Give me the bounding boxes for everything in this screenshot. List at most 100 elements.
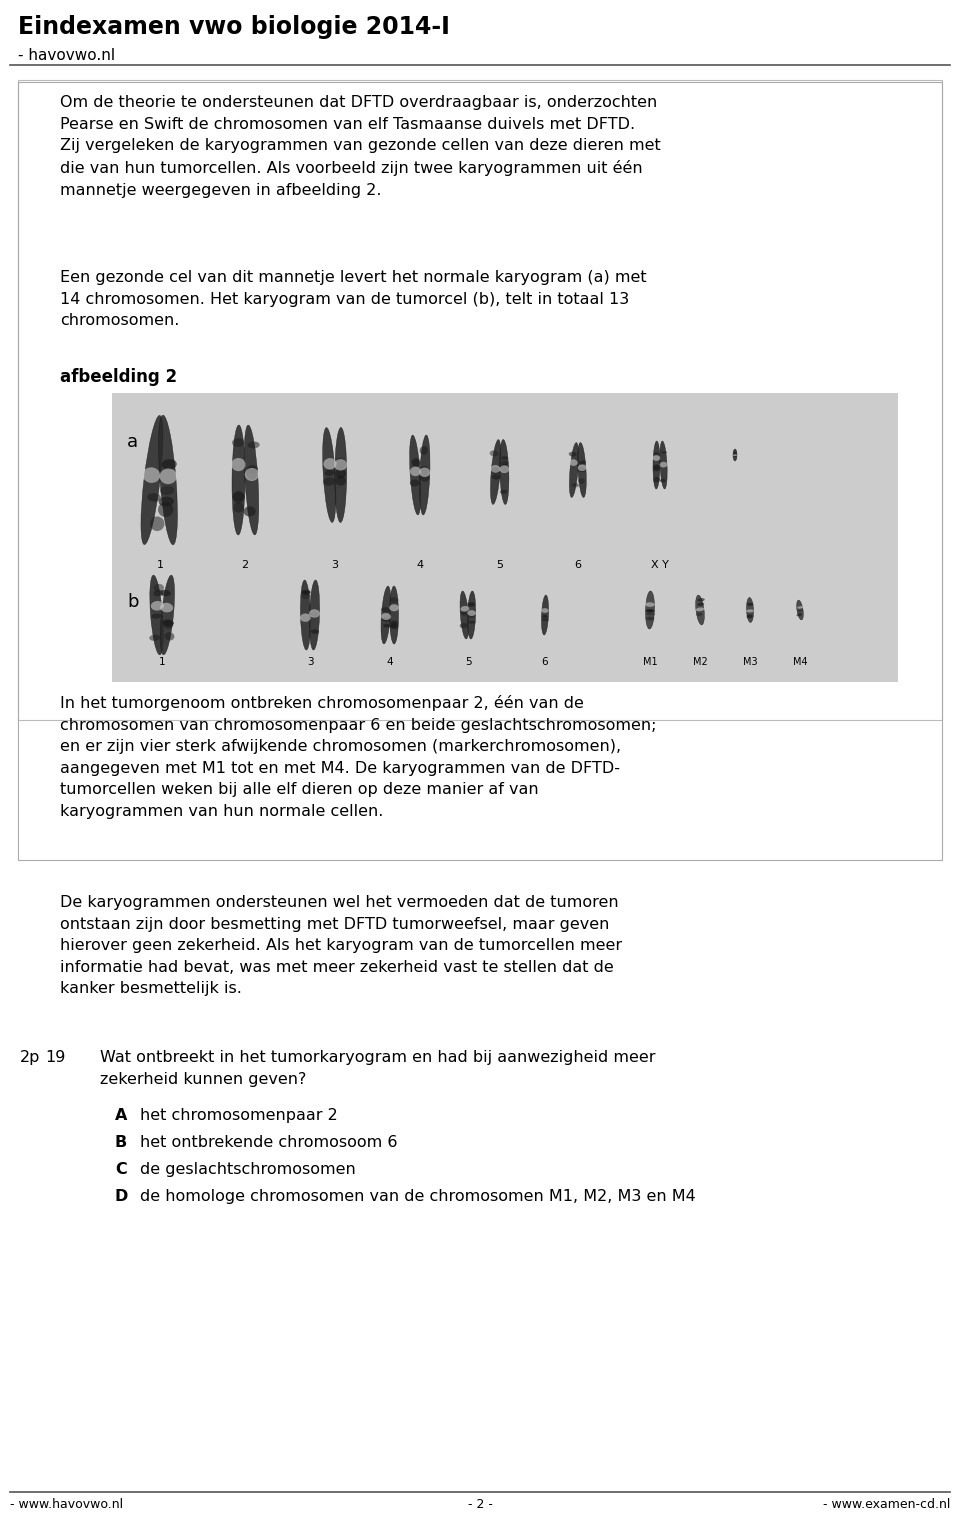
- Ellipse shape: [334, 459, 348, 471]
- Text: 5: 5: [496, 561, 503, 570]
- Text: D: D: [115, 1189, 129, 1205]
- Ellipse shape: [383, 624, 391, 627]
- Text: Een gezonde cel van dit mannetje levert het normale karyogram (a) met
14 chromos: Een gezonde cel van dit mannetje levert …: [60, 270, 647, 328]
- Ellipse shape: [165, 632, 175, 641]
- Ellipse shape: [154, 583, 164, 592]
- Ellipse shape: [578, 442, 587, 497]
- Ellipse shape: [696, 595, 705, 624]
- Ellipse shape: [382, 617, 391, 621]
- Ellipse shape: [152, 614, 161, 618]
- Ellipse shape: [300, 614, 311, 621]
- Ellipse shape: [541, 618, 548, 621]
- Ellipse shape: [468, 603, 475, 606]
- Ellipse shape: [244, 425, 259, 535]
- Ellipse shape: [697, 603, 704, 606]
- Ellipse shape: [696, 608, 705, 611]
- Ellipse shape: [335, 427, 347, 523]
- Ellipse shape: [311, 629, 319, 633]
- Ellipse shape: [389, 605, 399, 611]
- Ellipse shape: [654, 477, 660, 483]
- Ellipse shape: [160, 576, 175, 655]
- Ellipse shape: [645, 591, 655, 629]
- Ellipse shape: [661, 451, 667, 454]
- Ellipse shape: [324, 469, 334, 475]
- Text: - www.havovwo.nl: - www.havovwo.nl: [10, 1498, 123, 1511]
- Ellipse shape: [501, 456, 509, 460]
- Ellipse shape: [653, 456, 660, 460]
- Text: In het tumorgenoom ontbreken chromosomenpaar 2, één van de
chromosomen van chrom: In het tumorgenoom ontbreken chromosomen…: [60, 696, 657, 819]
- Ellipse shape: [301, 589, 310, 594]
- Ellipse shape: [232, 425, 245, 535]
- Ellipse shape: [540, 608, 549, 614]
- Ellipse shape: [541, 595, 548, 635]
- Ellipse shape: [309, 580, 320, 650]
- Ellipse shape: [660, 462, 667, 468]
- Text: A: A: [115, 1107, 128, 1123]
- Text: 5: 5: [465, 658, 471, 667]
- Ellipse shape: [246, 465, 258, 474]
- Ellipse shape: [491, 465, 500, 472]
- Ellipse shape: [420, 447, 428, 454]
- Ellipse shape: [323, 427, 336, 523]
- Ellipse shape: [645, 602, 655, 606]
- Ellipse shape: [468, 591, 475, 639]
- Ellipse shape: [492, 466, 499, 472]
- Text: het chromosomenpaar 2: het chromosomenpaar 2: [140, 1107, 338, 1123]
- Ellipse shape: [491, 439, 501, 504]
- Ellipse shape: [162, 620, 174, 626]
- Ellipse shape: [233, 503, 244, 512]
- Ellipse shape: [141, 416, 163, 544]
- Ellipse shape: [500, 489, 508, 494]
- Ellipse shape: [653, 441, 660, 489]
- Ellipse shape: [698, 603, 704, 606]
- Ellipse shape: [468, 621, 475, 624]
- Ellipse shape: [660, 478, 665, 483]
- Text: 2: 2: [241, 561, 249, 570]
- Ellipse shape: [569, 442, 579, 497]
- Text: 3: 3: [306, 658, 313, 667]
- Ellipse shape: [797, 612, 802, 615]
- Ellipse shape: [747, 615, 753, 618]
- Bar: [18, 81, 942, 720]
- Ellipse shape: [461, 606, 469, 612]
- Ellipse shape: [461, 611, 468, 615]
- Ellipse shape: [420, 474, 430, 482]
- Text: C: C: [115, 1162, 127, 1177]
- Ellipse shape: [492, 474, 500, 480]
- Ellipse shape: [468, 614, 475, 618]
- Ellipse shape: [159, 589, 171, 597]
- Text: 3: 3: [331, 561, 339, 570]
- Text: X Y: X Y: [651, 561, 669, 570]
- Ellipse shape: [499, 439, 509, 504]
- Text: de homologe chromosomen van de chromosomen M1, M2, M3 en M4: de homologe chromosomen van de chromosom…: [140, 1189, 696, 1205]
- Ellipse shape: [797, 606, 804, 609]
- Ellipse shape: [646, 617, 655, 620]
- Text: 6: 6: [541, 658, 548, 667]
- Ellipse shape: [163, 620, 173, 629]
- Ellipse shape: [324, 459, 337, 469]
- Ellipse shape: [158, 415, 178, 545]
- Ellipse shape: [696, 612, 703, 617]
- Ellipse shape: [460, 623, 468, 627]
- Ellipse shape: [335, 475, 346, 486]
- Ellipse shape: [301, 592, 310, 598]
- Ellipse shape: [569, 459, 578, 466]
- Ellipse shape: [797, 614, 802, 617]
- Ellipse shape: [420, 434, 430, 515]
- Ellipse shape: [646, 612, 654, 615]
- Text: 1: 1: [158, 658, 165, 667]
- Ellipse shape: [301, 591, 311, 594]
- Ellipse shape: [151, 602, 164, 611]
- Ellipse shape: [412, 459, 420, 466]
- Ellipse shape: [150, 516, 164, 532]
- Text: het ontbrekende chromosoom 6: het ontbrekende chromosoom 6: [140, 1135, 397, 1150]
- Ellipse shape: [147, 494, 161, 501]
- Ellipse shape: [492, 468, 500, 474]
- Ellipse shape: [411, 459, 420, 466]
- Ellipse shape: [150, 576, 163, 655]
- Ellipse shape: [310, 612, 319, 617]
- Ellipse shape: [500, 463, 509, 472]
- Ellipse shape: [654, 466, 660, 471]
- Text: 1: 1: [156, 561, 163, 570]
- Ellipse shape: [245, 468, 259, 482]
